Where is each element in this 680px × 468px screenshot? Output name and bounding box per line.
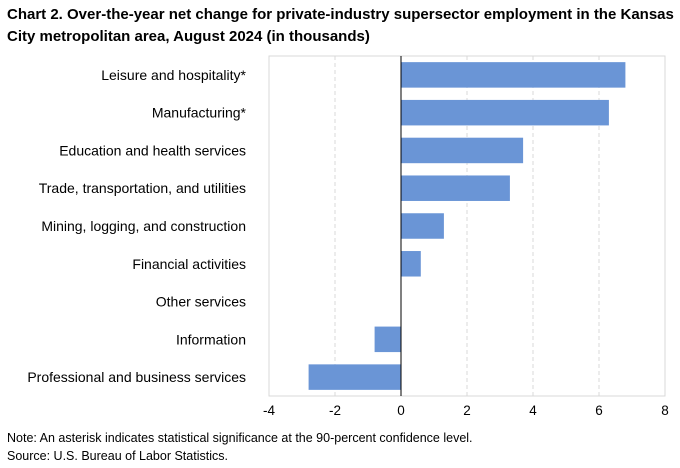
category-label: Mining, logging, and construction <box>41 218 246 234</box>
category-label: Professional and business services <box>27 369 246 385</box>
x-tick-label: -2 <box>329 403 341 418</box>
category-label: Information <box>176 331 246 347</box>
bar-6 <box>401 251 421 277</box>
bar-9 <box>308 364 401 390</box>
category-label: Education and health services <box>59 142 246 158</box>
x-tick-label: 6 <box>595 403 603 418</box>
bar-8 <box>374 326 401 353</box>
x-tick-label: 2 <box>463 403 471 418</box>
x-tick-label: 4 <box>529 403 537 418</box>
x-tick-label: 0 <box>397 403 405 418</box>
x-tick-label: -4 <box>263 403 275 418</box>
category-label: Leisure and hospitality* <box>101 67 246 83</box>
chart-note: Note: An asterisk indicates statistical … <box>7 431 473 445</box>
bar-2 <box>401 99 609 126</box>
category-label: Manufacturing* <box>152 105 247 121</box>
chart-source: Source: U.S. Bureau of Labor Statistics. <box>7 449 228 463</box>
category-label: Trade, transportation, and utilities <box>39 180 246 196</box>
x-tick-label: 8 <box>661 403 669 418</box>
bar-3 <box>401 137 524 164</box>
category-label: Other services <box>156 294 246 310</box>
bar-1 <box>401 62 626 88</box>
bar-4 <box>401 175 510 201</box>
category-label: Financial activities <box>132 256 246 272</box>
chart-title: Chart 2. Over-the-year net change for pr… <box>7 6 674 45</box>
bar-5 <box>401 213 444 239</box>
